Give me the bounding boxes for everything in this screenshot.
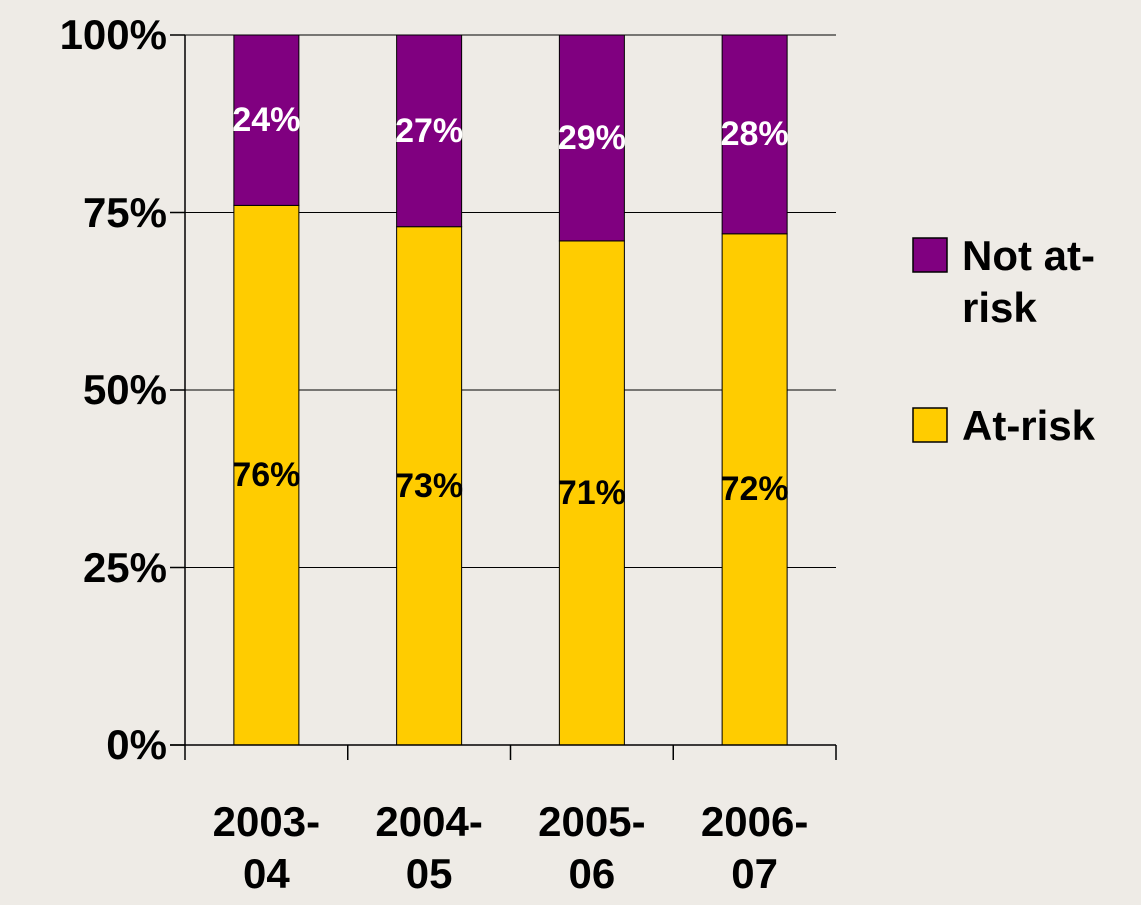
y-tick-label: 100%	[59, 11, 167, 58]
data-label: 76%	[232, 456, 301, 495]
data-label: 72%	[720, 470, 789, 509]
y-tick-label: 75%	[82, 188, 167, 236]
legend-label: At-risk	[962, 402, 1096, 449]
x-tick-label: 2004-05	[375, 798, 483, 897]
data-label: 73%	[395, 466, 464, 505]
data-label: 29%	[557, 118, 626, 157]
legend-label: Not at-risk	[962, 232, 1095, 331]
bar-segment	[233, 34, 300, 206]
x-tick-label: 2003-04	[212, 798, 321, 897]
legend-swatch	[912, 407, 948, 443]
y-tick-label: 25%	[82, 543, 167, 591]
bar-segment	[558, 240, 625, 746]
data-label: 71%	[557, 473, 626, 512]
bar-segment	[396, 34, 463, 228]
data-label: 28%	[720, 115, 789, 154]
data-label: 24%	[232, 101, 301, 140]
y-tick-label: 50%	[82, 366, 167, 413]
legend-swatch	[912, 237, 948, 273]
bar-segment	[721, 233, 788, 746]
y-tick-label: 0%	[106, 721, 167, 768]
bar-segment	[721, 34, 788, 235]
bar-segment	[558, 34, 625, 242]
x-tick-label: 2006-07	[700, 798, 809, 897]
x-tick-label: 2005-06	[538, 798, 646, 897]
data-label: 27%	[395, 111, 464, 150]
